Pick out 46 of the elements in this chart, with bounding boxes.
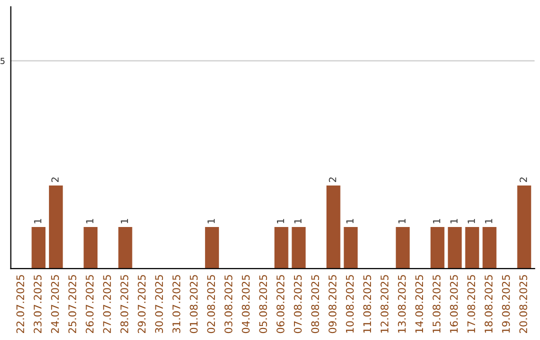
x-tick-label: 02.08.2025 [207,275,216,334]
x-tick-label: 28.07.2025 [120,275,128,334]
data-label: 1 [276,218,284,224]
x-tick-label: 26.07.2025 [86,275,94,334]
x-tick-label: 07.08.2025 [294,275,302,334]
data-label: 1 [34,218,42,224]
x-tick-label: 13.08.2025 [398,275,406,333]
x-tick-label: 14.08.2025 [415,275,424,333]
x-tick-label: 03.08.2025 [224,275,232,334]
x-tick-label: 27.07.2025 [103,275,111,334]
x-tick-label: 31.07.2025 [172,275,180,334]
x-tick-label: 30.07.2025 [155,275,163,334]
x-tick-label: 19.08.2025 [502,275,510,333]
data-label: 1 [120,218,128,224]
x-tick-label: 04.08.2025 [242,275,250,334]
data-label: 2 [51,178,59,182]
data-label: 1 [433,218,440,224]
x-tick-label: 12.08.2025 [380,275,388,333]
data-label: 1 [294,218,302,224]
data-label: 1 [398,218,406,224]
x-tick-label: 29.07.2025 [138,275,146,334]
x-tick-label: 16.08.2025 [450,275,458,333]
x-tick-label: 25.07.2025 [68,275,76,334]
x-tick-label: 06.08.2025 [276,275,284,334]
x-tick-label: 15.08.2025 [432,275,440,333]
x-tick-label: 23.07.2025 [34,275,42,334]
x-tick-label: 05.08.2025 [259,275,268,334]
x-tick-label: 10.08.2025 [346,275,354,333]
data-label: 2 [328,178,336,182]
data-label: 1 [86,218,94,224]
x-tick-label: 09.08.2025 [328,275,336,334]
data-label: 1 [485,218,492,224]
x-tick-label: 18.08.2025 [484,275,493,333]
data-label: 1 [208,218,215,224]
y-tick-label: 5 [0,58,5,64]
x-tick-label: 20.08.2025 [519,275,528,334]
x-tick-label: 08.08.2025 [311,275,320,334]
x-tick-label: 22.07.2025 [16,275,24,334]
x-tick-label: 11.08.2025 [363,275,372,333]
x-tick-label: 17.08.2025 [467,275,476,333]
x-tick-label: 24.07.2025 [51,275,59,334]
data-label: 1 [468,218,475,224]
data-label: 1 [450,218,458,224]
data-label: 2 [520,178,527,182]
data-label: 1 [346,218,354,224]
x-tick-label: 01.08.2025 [190,275,198,334]
